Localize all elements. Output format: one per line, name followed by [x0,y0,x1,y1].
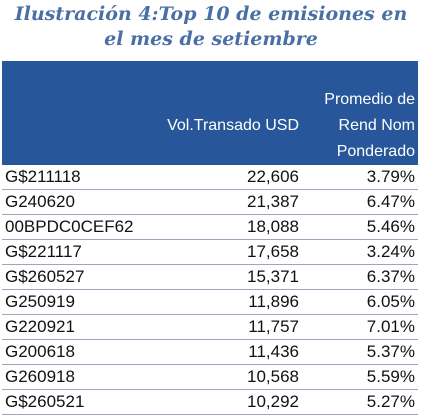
cell-rend-ponderado: 5.59% [302,364,418,390]
cell-emission-code: G220921 [2,314,136,340]
table-row: G$260521 10,292 5.27% [2,389,418,415]
cell-rend-ponderado: 3.79% [302,165,418,190]
cell-rend-ponderado: 5.27% [302,389,418,415]
table-row: G$221117 17,658 3.24% [2,239,418,265]
cell-emission-code: G$211118 [2,165,136,190]
cell-vol-transado: 10,568 [136,364,302,390]
cell-emission-code: G$221117 [2,239,136,265]
table-body: G$211118 22,606 3.79% G240620 21,387 6.47% 00B… [2,165,418,415]
cell-rend-ponderado: 5.46% [302,214,418,240]
cell-rend-ponderado: 6.05% [302,289,418,315]
cell-vol-transado: 21,387 [136,189,302,215]
header-vol-transado: Vol.Transado USD [136,61,302,165]
table-row: G240620 21,387 6.47% [2,189,418,215]
figure-title-line-1: Ilustración 4:Top 10 de emisiones en [14,3,408,25]
table-row: G260918 10,568 5.59% [2,364,418,390]
table-row: G250919 11,896 6.05% [2,289,418,315]
cell-emission-code: G$260521 [2,389,136,415]
cell-rend-ponderado: 6.37% [302,264,418,290]
cell-emission-code: G260918 [2,364,136,390]
cell-emission-code: G200618 [2,339,136,365]
cell-rend-ponderado: 5.37% [302,339,418,365]
header-rend-line-3: Ponderado [336,143,415,160]
cell-vol-transado: 10,292 [136,389,302,415]
header-rend-line-2: Rend Nom [338,117,415,134]
header-vol-label: Vol.Transado USD [167,117,299,134]
table-row: G200618 11,436 5.37% [2,339,418,365]
table-row: G$260527 15,371 6.37% [2,264,418,290]
cell-vol-transado: 11,757 [136,314,302,340]
cell-vol-transado: 11,436 [136,339,302,365]
header-code [2,61,136,165]
cell-emission-code: G$260527 [2,264,136,290]
header-rend-line-1: Promedio de [324,91,415,108]
header-rend-promedio: Promedio de Rend Nom Ponderado [302,61,418,165]
cell-emission-code: 00BPDC0CEF62 [2,214,136,240]
cell-emission-code: G240620 [2,189,136,215]
emissions-table: Vol.Transado USD Promedio de Rend Nom Po… [2,61,418,415]
figure-title: Ilustración 4:Top 10 de emisiones en el … [0,2,422,52]
cell-vol-transado: 22,606 [136,165,302,190]
cell-rend-ponderado: 6.47% [302,189,418,215]
cell-vol-transado: 15,371 [136,264,302,290]
cell-rend-ponderado: 7.01% [302,314,418,340]
cell-rend-ponderado: 3.24% [302,239,418,265]
table-row: 00BPDC0CEF62 18,088 5.46% [2,214,418,240]
table-header-row: Vol.Transado USD Promedio de Rend Nom Po… [2,61,418,165]
cell-vol-transado: 17,658 [136,239,302,265]
figure-title-line-2: el mes de setiembre [104,28,318,50]
table-row: G220921 11,757 7.01% [2,314,418,340]
cell-vol-transado: 11,896 [136,289,302,315]
cell-emission-code: G250919 [2,289,136,315]
cell-vol-transado: 18,088 [136,214,302,240]
table-row: G$211118 22,606 3.79% [2,165,418,190]
